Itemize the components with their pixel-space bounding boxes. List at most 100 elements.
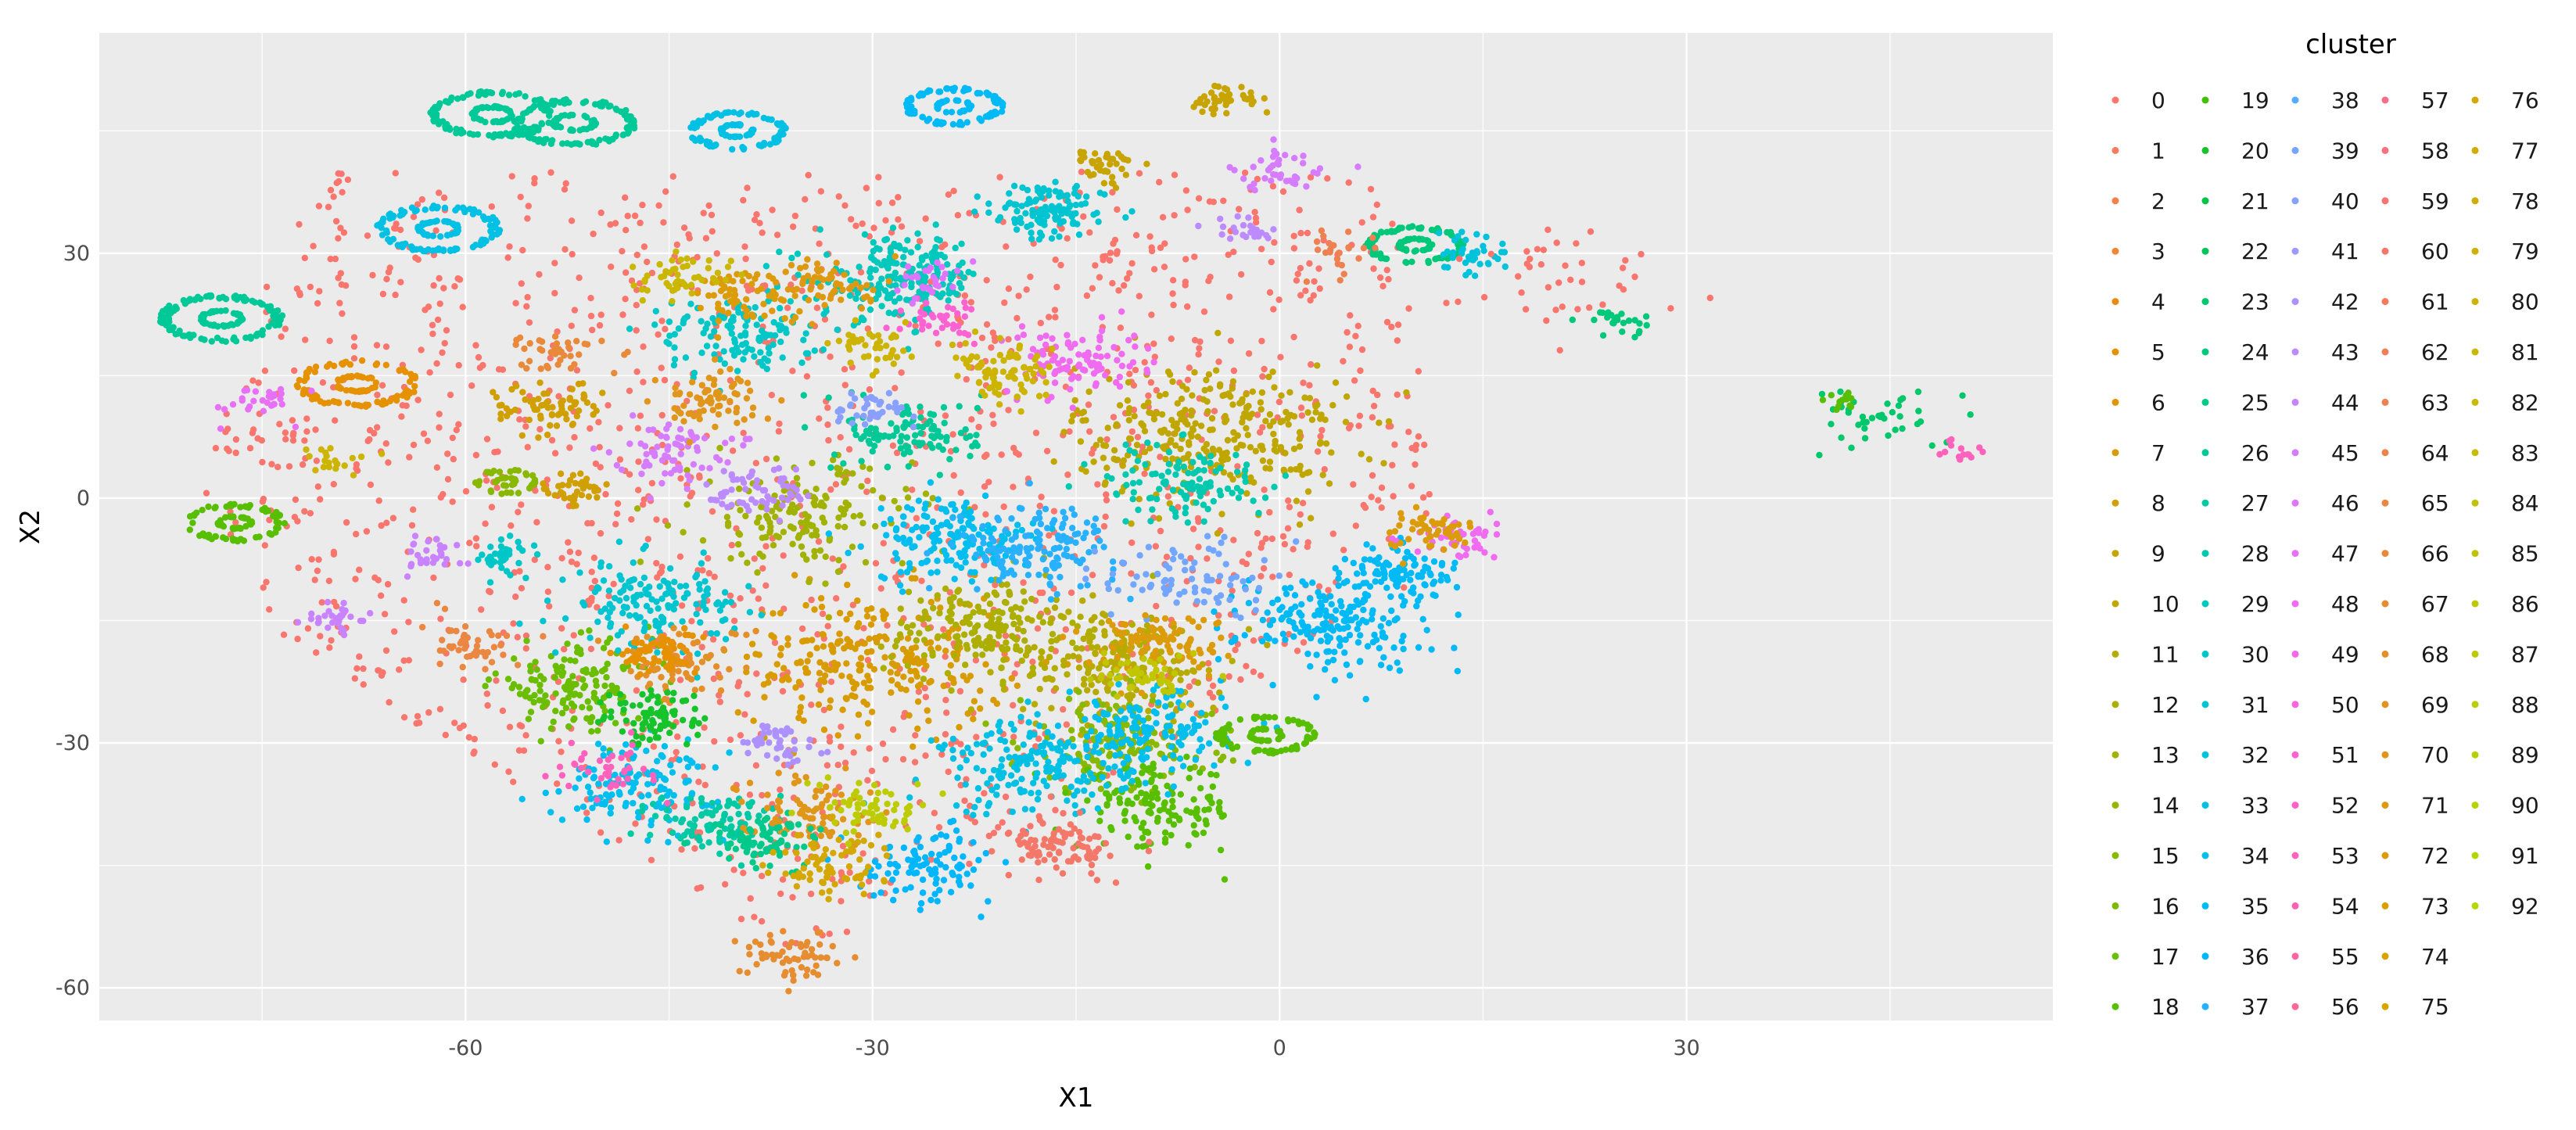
- data-point: [597, 209, 605, 217]
- data-point: [1070, 373, 1077, 380]
- data-point: [888, 689, 895, 696]
- data-point: [970, 536, 977, 543]
- data-point: [440, 285, 447, 292]
- data-point: [975, 423, 982, 431]
- data-point: [691, 816, 698, 823]
- data-point: [1400, 576, 1407, 583]
- data-point: [1103, 790, 1110, 797]
- data-point: [893, 637, 901, 644]
- data-points: [156, 82, 1986, 995]
- data-point: [1190, 796, 1197, 803]
- data-point: [624, 213, 631, 220]
- data-point: [528, 676, 535, 683]
- data-point: [383, 519, 390, 526]
- data-point: [712, 343, 719, 350]
- data-point: [1176, 816, 1183, 823]
- data-point: [1064, 538, 1071, 546]
- data-point: [1002, 793, 1010, 801]
- data-point: [696, 474, 703, 481]
- data-point: [1189, 526, 1197, 533]
- data-point: [802, 196, 809, 203]
- data-point: [351, 675, 358, 682]
- data-point: [1124, 274, 1131, 282]
- data-point: [995, 823, 1002, 831]
- data-point: [1015, 292, 1022, 300]
- data-point: [544, 588, 552, 595]
- data-point: [1208, 710, 1215, 717]
- data-point: [1197, 736, 1204, 743]
- data-point: [1345, 179, 1352, 186]
- data-point: [1378, 504, 1385, 511]
- data-point: [658, 441, 666, 449]
- data-point: [1147, 778, 1155, 786]
- data-point: [953, 644, 960, 651]
- data-point: [1290, 546, 1297, 553]
- data-point: [1151, 353, 1159, 361]
- data-point: [907, 249, 915, 256]
- data-point: [817, 188, 825, 195]
- data-point: [627, 830, 634, 838]
- data-point: [1058, 225, 1065, 232]
- data-point: [1096, 665, 1103, 672]
- data-point: [1157, 527, 1164, 535]
- data-point: [908, 279, 915, 287]
- data-point: [825, 436, 832, 444]
- data-point: [1269, 599, 1276, 607]
- data-point: [1009, 809, 1017, 816]
- data-point: [1010, 483, 1017, 490]
- data-point: [1213, 772, 1220, 779]
- data-point: [343, 518, 350, 526]
- data-point: [685, 231, 692, 238]
- data-point: [1175, 504, 1182, 511]
- data-point: [1189, 716, 1197, 723]
- data-point: [1323, 648, 1330, 655]
- data-point: [913, 523, 920, 531]
- data-point: [1069, 639, 1076, 647]
- data-point: [935, 823, 943, 831]
- data-point: [650, 743, 658, 750]
- data-point: [1127, 677, 1135, 684]
- data-point: [1084, 753, 1091, 761]
- data-point: [327, 256, 334, 263]
- data-point: [943, 709, 950, 716]
- data-point: [1221, 456, 1228, 464]
- data-point: [935, 644, 942, 651]
- data-point: [410, 441, 418, 449]
- data-point: [906, 794, 913, 801]
- data-point: [1085, 388, 1092, 396]
- data-point: [1099, 701, 1107, 708]
- data-point: [889, 442, 897, 450]
- data-point: [795, 534, 802, 541]
- data-point: [1258, 337, 1265, 345]
- data-point: [1344, 328, 1351, 336]
- data-point: [576, 569, 583, 576]
- data-point: [406, 454, 413, 461]
- data-point: [755, 813, 762, 820]
- data-point: [746, 608, 754, 615]
- data-point: [856, 264, 863, 271]
- data-point: [974, 586, 981, 593]
- data-point: [1408, 569, 1415, 576]
- data-point: [1148, 244, 1155, 251]
- data-point: [682, 583, 690, 590]
- data-point: [983, 321, 991, 328]
- data-point: [1090, 748, 1097, 755]
- data-point: [913, 673, 920, 680]
- data-point: [841, 479, 848, 486]
- data-point: [877, 643, 885, 651]
- data-point: [961, 797, 968, 805]
- data-point: [699, 536, 707, 544]
- data-point: [1345, 425, 1353, 432]
- data-point: [820, 678, 828, 685]
- data-point: [429, 330, 436, 338]
- data-point: [1052, 806, 1059, 814]
- data-point: [1003, 599, 1010, 606]
- data-point: [705, 202, 712, 210]
- data-point: [399, 402, 406, 409]
- data-point: [1040, 749, 1048, 756]
- data-point: [540, 676, 547, 683]
- data-point: [802, 350, 810, 357]
- data-point: [1169, 378, 1176, 386]
- data-point: [1290, 633, 1297, 640]
- data-point: [1009, 613, 1017, 620]
